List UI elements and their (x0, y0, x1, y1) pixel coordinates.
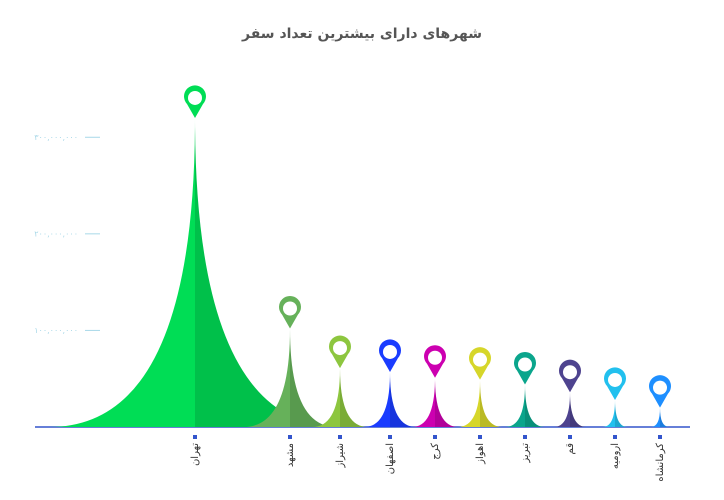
peak (243, 328, 337, 427)
pin-hole (333, 341, 347, 356)
peak (505, 384, 545, 427)
chart-title: شهرهای دارای بیشترین تعداد سفر (241, 26, 482, 42)
peak (364, 371, 416, 427)
x-tick-label: شیراز (335, 443, 346, 469)
pin-hole (383, 344, 397, 359)
x-tick-label: ارومیه (610, 443, 621, 469)
x-tick-label: اصفهان (385, 443, 396, 474)
pin-hole (608, 372, 622, 387)
peak-shade (435, 377, 459, 427)
y-tick-label: ۱۰۰,۰۰۰,۰۰۰ (34, 326, 78, 335)
x-tick (433, 435, 437, 439)
peak (411, 377, 459, 427)
x-tick-label: تبریز (520, 443, 531, 464)
pin-hole (473, 352, 487, 367)
peak-shade (480, 379, 503, 427)
x-tick-label: اهواز (475, 443, 486, 465)
x-tick-label: مشهد (285, 443, 296, 467)
peak-shade (340, 368, 368, 427)
x-tick (613, 435, 617, 439)
peak-shade (615, 399, 628, 427)
x-tick (658, 435, 662, 439)
y-tick-label: ۲۰۰,۰۰۰,۰۰۰ (34, 229, 78, 238)
pin-hole (428, 350, 442, 365)
x-tick (193, 435, 197, 439)
pin-hole (653, 380, 667, 395)
x-tick (568, 435, 572, 439)
peak-shade (525, 384, 545, 427)
x-tick-label: کرج (430, 443, 441, 460)
peak (457, 379, 503, 427)
peak-shade (570, 392, 587, 427)
x-tick (523, 435, 527, 439)
x-tick-label: تهران (190, 443, 201, 466)
peak-shade (660, 407, 670, 427)
peak (602, 399, 628, 427)
pin-hole (188, 90, 202, 105)
peak (650, 407, 670, 427)
peak-shade (195, 117, 341, 428)
x-tick-label: کرمانشاه (655, 443, 666, 482)
x-tick (288, 435, 292, 439)
x-tick-label: قم (565, 443, 576, 455)
peak (49, 117, 341, 428)
y-tick-label: ۳۰۰,۰۰۰,۰۰۰ (34, 133, 78, 142)
peak (553, 392, 587, 427)
pin-hole (518, 357, 532, 372)
pin-hole (283, 301, 297, 316)
x-tick (388, 435, 392, 439)
x-tick (338, 435, 342, 439)
x-tick (478, 435, 482, 439)
peak-shade (390, 371, 416, 427)
pin-hole (563, 365, 577, 380)
peak-shade (290, 328, 337, 427)
peak (312, 368, 368, 427)
